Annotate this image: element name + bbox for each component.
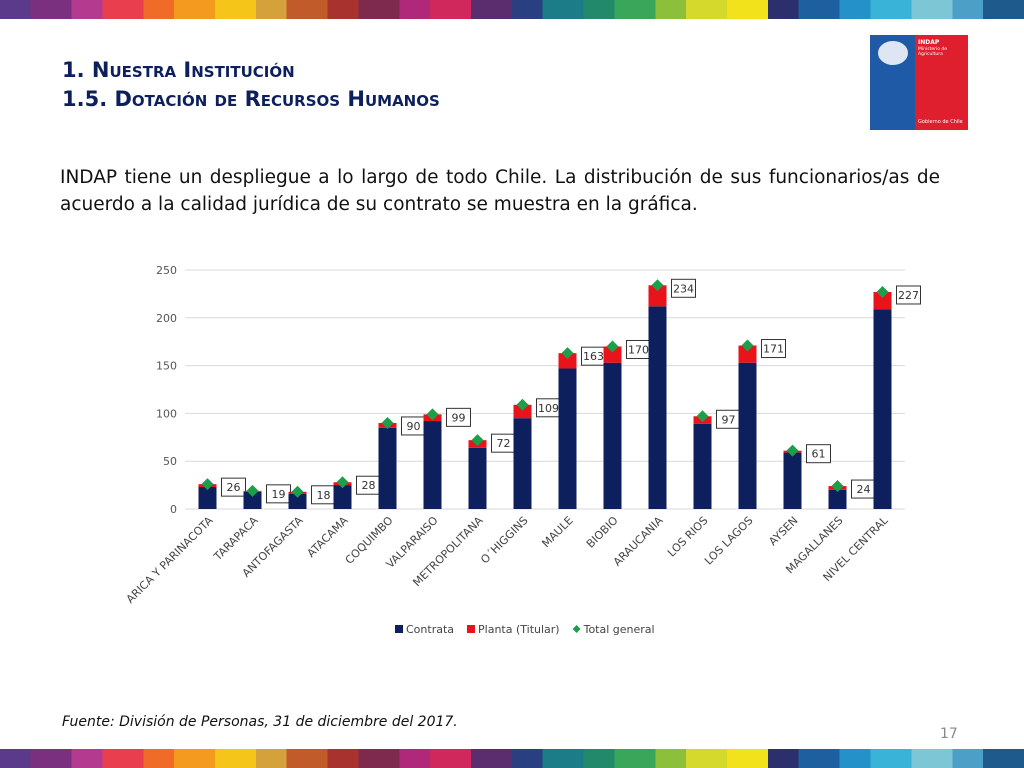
bar-segment [738, 345, 757, 363]
y-tick-label: 250 [156, 264, 177, 277]
x-tick-label: AYSEN [766, 514, 800, 548]
logo-ministry: Ministerio de Agricultura [918, 47, 948, 57]
intro-text: INDAP tiene un despliegue a lo largo de … [60, 167, 940, 215]
legend: Contrata Planta (Titular) Total general [395, 623, 655, 636]
logo-name: INDAP [918, 39, 940, 46]
heading: 1. Nuestra Institución 1.5. Dotación de … [62, 56, 440, 114]
bar-segment [513, 418, 532, 509]
total-marker [606, 340, 619, 353]
total-marker [201, 478, 214, 491]
bar-segment [243, 491, 262, 509]
bottom-stripe [0, 749, 1024, 768]
bar-segment [783, 452, 802, 509]
data-label-box [806, 444, 831, 464]
logo-government: Gobierno de Chile [918, 119, 963, 125]
page-number: 17 [940, 726, 958, 742]
y-tick-label: 200 [156, 312, 177, 325]
total-marker [696, 410, 709, 423]
y-tick-label: 50 [163, 455, 177, 468]
total-marker [246, 484, 259, 497]
y-tick-label: 0 [170, 503, 177, 516]
x-tick-label: ARICA Y PARINACOTA [124, 514, 216, 606]
data-label: 26 [227, 481, 241, 494]
bar-segment [513, 404, 532, 419]
bar-segment [603, 346, 622, 363]
bar-segment [423, 421, 442, 509]
bar-segment [288, 493, 307, 509]
total-marker [651, 279, 664, 292]
total-marker [336, 476, 349, 489]
data-label: 163 [583, 350, 604, 363]
data-label: 171 [763, 343, 784, 356]
legend-label: Total general [583, 623, 655, 636]
bar-segment [333, 485, 352, 509]
bar-segment [603, 362, 622, 509]
bar-segment [828, 489, 847, 509]
total-marker [291, 485, 304, 498]
logo-blue [870, 35, 915, 130]
data-label-box [896, 285, 921, 305]
data-label-box [221, 477, 246, 497]
bar-segment [468, 447, 487, 509]
bar-segment [873, 291, 892, 310]
total-marker [876, 285, 889, 298]
x-tick-label: LOS LAGOS [702, 514, 756, 568]
data-label: 97 [722, 413, 736, 426]
total-marker [741, 339, 754, 352]
data-label: 72 [497, 437, 511, 450]
bar-segment [738, 362, 757, 509]
data-label: 99 [452, 411, 466, 424]
total-marker [516, 398, 529, 411]
bar-segment [558, 368, 577, 509]
heading-line: 1.5. Dotación de Recursos Humanos [62, 87, 440, 111]
data-label: 109 [538, 402, 559, 415]
total-marker [831, 480, 844, 493]
total-marker [561, 347, 574, 360]
total-marker [426, 408, 439, 421]
total-marker [381, 416, 394, 429]
bar-segment [648, 306, 667, 509]
total-marker [786, 444, 799, 457]
legend-swatch [467, 625, 476, 633]
data-label-box [446, 407, 471, 427]
bar-segment [693, 423, 712, 509]
logo-emblem [877, 41, 908, 65]
data-label-box [671, 278, 696, 298]
legend-marker [572, 625, 581, 633]
top-stripe [0, 0, 1024, 19]
x-tick-label: LOS RIOS [665, 514, 711, 560]
legend-label: Planta (Titular) [478, 623, 560, 636]
data-label: 28 [362, 479, 376, 492]
y-tick-label: 100 [156, 407, 177, 420]
x-tick-label: BIOBIO [584, 514, 621, 551]
legend-label: Contrata [406, 623, 454, 636]
data-label: 18 [317, 489, 331, 502]
logo-red: INDAP Ministerio de Agricultura Gobierno… [915, 35, 968, 130]
heading-line: 1. Nuestra Institución [62, 58, 295, 82]
bar-segment [198, 487, 217, 509]
data-label: 227 [898, 289, 919, 302]
data-label: 61 [812, 448, 826, 461]
bar-segment [873, 309, 892, 509]
data-label: 19 [272, 488, 286, 501]
data-label: 234 [673, 282, 694, 295]
legend-swatch [395, 625, 403, 633]
total-marker [471, 434, 484, 447]
bar-segment [378, 427, 397, 509]
bar-segment [648, 285, 667, 307]
data-label: 24 [857, 483, 871, 496]
data-label-box [761, 339, 786, 359]
source-note: Fuente: División de Personas, 31 de dici… [62, 714, 458, 730]
y-tick-label: 150 [156, 360, 177, 373]
data-label: 90 [407, 420, 421, 433]
data-label: 170 [628, 343, 649, 356]
x-tick-label: ATACAMA [305, 514, 351, 560]
x-tick-label: O´HIGGINS [478, 514, 530, 566]
x-tick-label: MAULE [539, 514, 575, 550]
bar-segment [558, 353, 577, 369]
